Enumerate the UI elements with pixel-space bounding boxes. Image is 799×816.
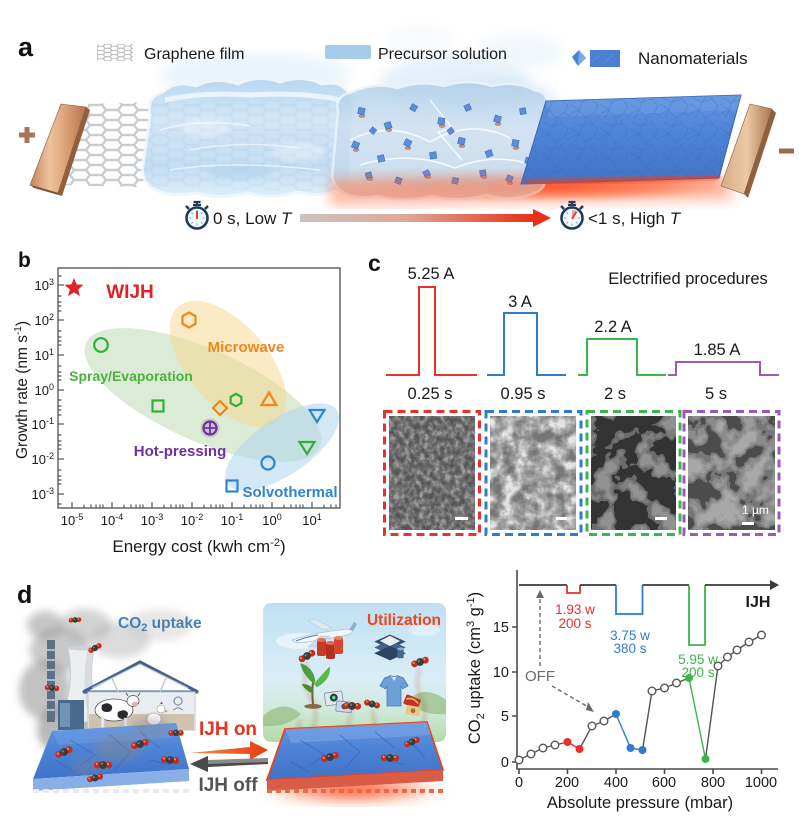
svg-text:0: 0: [501, 755, 509, 771]
svg-text:OFF: OFF: [525, 668, 555, 685]
svg-text:103: 103: [35, 277, 54, 293]
svg-text:0.25 s: 0.25 s: [408, 385, 453, 403]
svg-text:10-3: 10-3: [32, 486, 54, 502]
svg-text:1.93 w: 1.93 w: [555, 602, 595, 617]
svg-text:10-2: 10-2: [181, 512, 203, 528]
svg-text:Nanomaterials: Nanomaterials: [638, 49, 748, 68]
svg-text:10-3: 10-3: [141, 512, 163, 528]
svg-text:10-5: 10-5: [61, 512, 83, 528]
svg-text:Precursor solution: Precursor solution: [378, 46, 507, 63]
svg-text:200 s: 200 s: [558, 616, 591, 631]
svg-text:Growth rate (nm s-1): Growth rate (nm s-1): [13, 321, 31, 459]
svg-text:Absolute pressure (mbar): Absolute pressure (mbar): [547, 794, 733, 812]
svg-text:380 s: 380 s: [613, 641, 646, 656]
svg-text:101: 101: [35, 347, 54, 363]
svg-text:IJH: IJH: [746, 594, 771, 611]
svg-text:800: 800: [701, 775, 725, 791]
svg-text:10-1: 10-1: [32, 416, 54, 432]
svg-text:a: a: [18, 32, 34, 62]
svg-text:10-1: 10-1: [221, 512, 243, 528]
svg-text:5.25 A: 5.25 A: [408, 265, 455, 283]
svg-text:5.95 w: 5.95 w: [678, 652, 718, 667]
svg-text:400: 400: [604, 775, 628, 791]
svg-text:Solvothermal: Solvothermal: [242, 484, 337, 501]
svg-text:<1 s, High T: <1 s, High T: [588, 209, 682, 228]
svg-text:CO2 uptake (cm3 g-1): CO2 uptake (cm3 g-1): [465, 592, 487, 744]
svg-text:Graphene film: Graphene film: [144, 46, 245, 63]
svg-text:1000: 1000: [745, 775, 777, 791]
svg-text:Hot-pressing: Hot-pressing: [134, 443, 227, 460]
svg-text:Spray/Evaporation: Spray/Evaporation: [69, 368, 193, 384]
svg-text:10: 10: [493, 665, 509, 681]
svg-text:2 s: 2 s: [604, 385, 626, 403]
svg-text:5 s: 5 s: [705, 385, 727, 403]
svg-text:CO2 uptake: CO2 uptake: [118, 615, 202, 634]
svg-text:Energy cost (kwh cm-2): Energy cost (kwh cm-2): [112, 537, 285, 556]
svg-text:2.2 A: 2.2 A: [594, 318, 632, 336]
svg-text:200: 200: [555, 775, 579, 791]
svg-text:IJH off: IJH off: [198, 775, 258, 796]
svg-text:1.85 A: 1.85 A: [694, 341, 741, 359]
svg-text:101: 101: [302, 512, 321, 528]
svg-text:b: b: [18, 249, 31, 272]
svg-text:10-2: 10-2: [32, 451, 54, 467]
svg-text:1 µm: 1 µm: [742, 503, 769, 517]
svg-text:15: 15: [493, 620, 509, 636]
svg-text:0.95 s: 0.95 s: [501, 385, 546, 403]
svg-text:Microwave: Microwave: [208, 339, 285, 356]
svg-text:100: 100: [262, 512, 281, 528]
svg-text:IJH on: IJH on: [199, 719, 257, 740]
svg-text:3.75 w: 3.75 w: [610, 628, 650, 643]
svg-text:0 s, Low T: 0 s, Low T: [213, 209, 293, 228]
svg-text:100: 100: [35, 382, 54, 398]
svg-text:3 A: 3 A: [508, 293, 532, 311]
svg-text:600: 600: [652, 775, 676, 791]
svg-text:Electrified procedures: Electrified procedures: [608, 270, 768, 288]
svg-text:5: 5: [501, 709, 509, 725]
svg-text:102: 102: [35, 312, 54, 328]
svg-text:d: d: [17, 581, 32, 609]
svg-text:c: c: [368, 250, 381, 276]
svg-text:10-4: 10-4: [101, 512, 123, 528]
svg-text:0: 0: [515, 775, 523, 791]
svg-text:WIJH: WIJH: [106, 282, 154, 303]
svg-text:Utilization: Utilization: [367, 612, 441, 629]
